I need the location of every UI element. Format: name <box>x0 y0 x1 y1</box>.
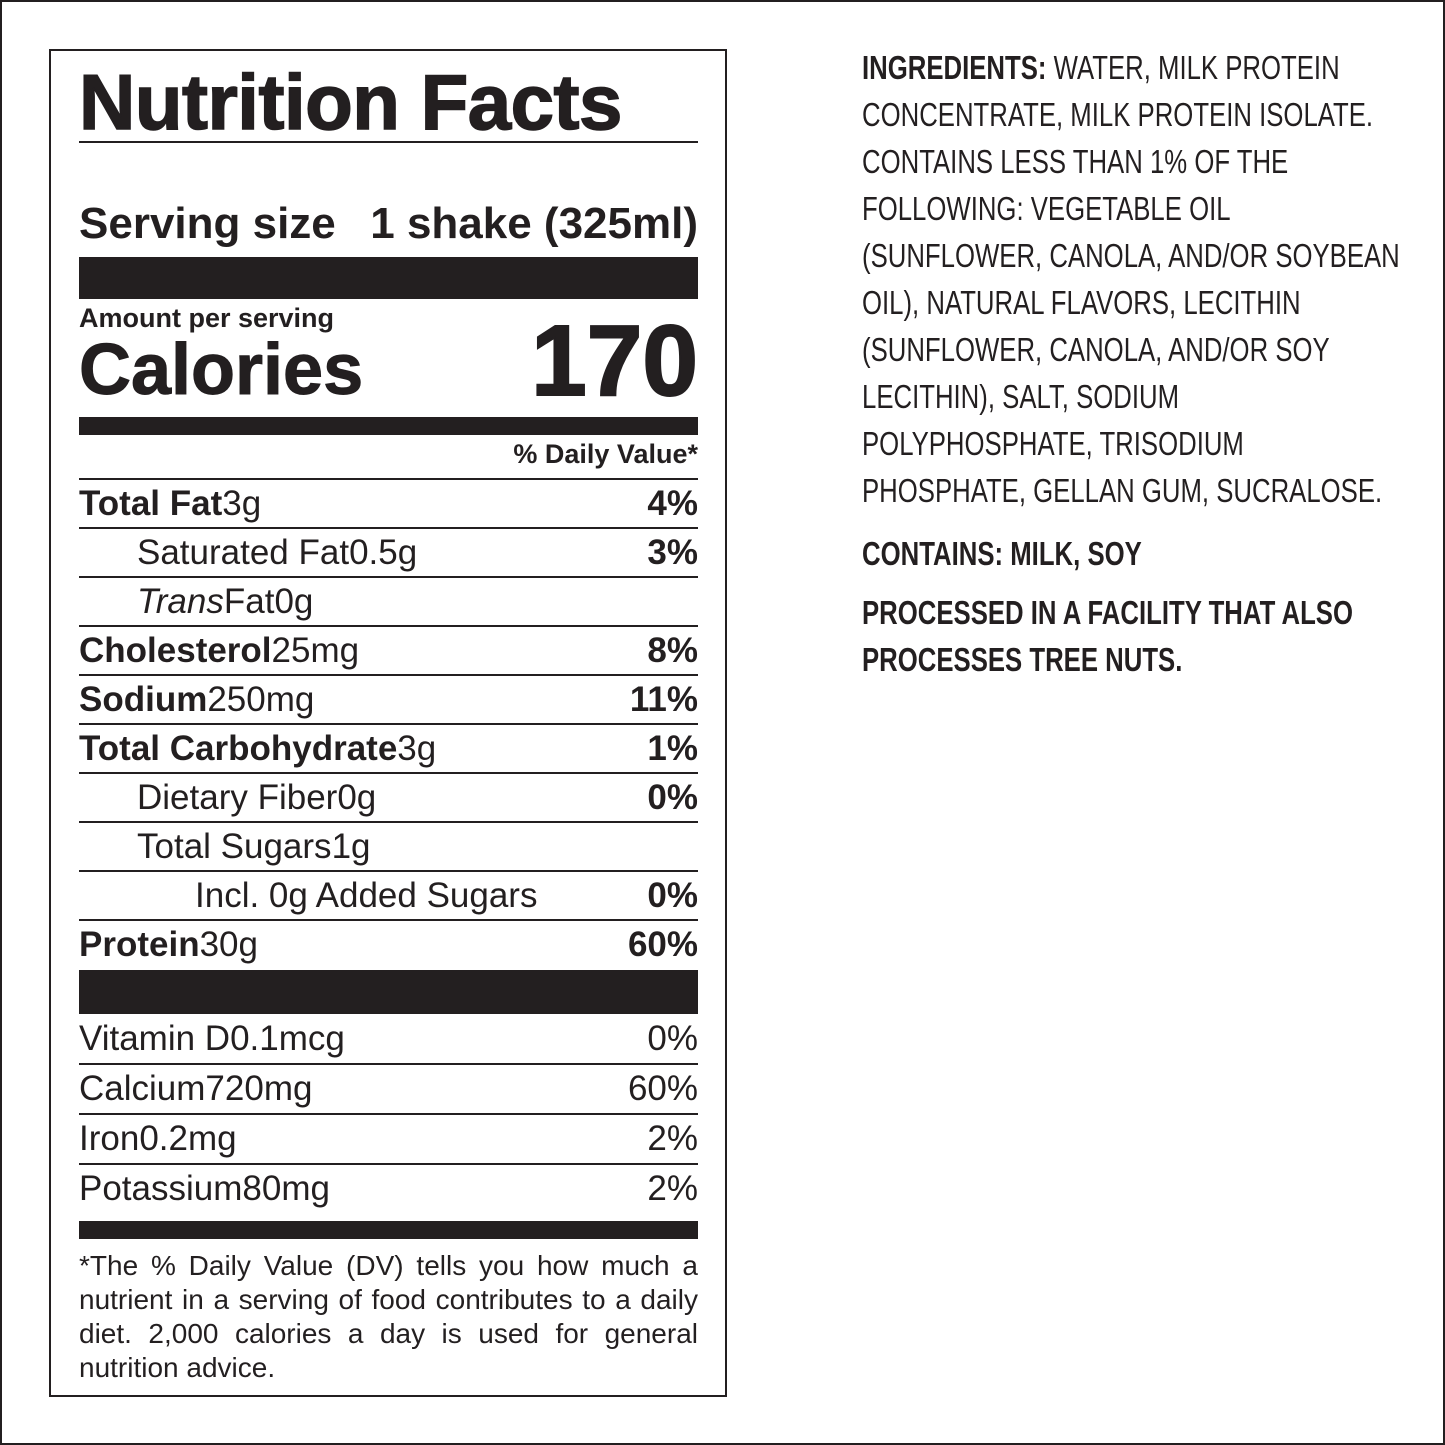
nutrient-amount: 0g <box>337 777 377 817</box>
daily-value: 0% <box>647 1019 698 1058</box>
nutrient-name: Cholesterol <box>79 630 272 670</box>
nutrient-amount: 1g <box>331 826 371 866</box>
nutrient-rows: Total Fat 3g 4% Saturated Fat 0.5g 3% Trans … <box>79 478 698 968</box>
daily-value: 60% <box>627 1069 698 1108</box>
nutrient-name: Vitamin D <box>79 1019 231 1058</box>
nutrient-row: Total Carbohydrate 3g 1% <box>79 723 698 772</box>
nutrient-name: Protein <box>79 924 200 964</box>
nutrient-name: Total Sugars <box>137 826 332 866</box>
nutrient-amount: 80mg <box>242 1169 330 1208</box>
calories-label: Calories <box>78 330 364 411</box>
ingredients: INGREDIENTS: WATER, MILK PROTEIN CONCENT… <box>862 44 1400 514</box>
daily-value: 60% <box>627 924 698 964</box>
ingredients-label: INGREDIENTS: <box>862 49 1047 86</box>
nutrient-row: Dietary Fiber 0g 0% <box>79 772 698 821</box>
nutrient-name: Total Fat <box>79 483 223 523</box>
nutrient-row: Trans Fat 0g <box>79 576 698 625</box>
daily-value-header: % Daily Value* <box>513 439 698 469</box>
thick-bar <box>79 257 698 299</box>
daily-value: 2% <box>647 1169 698 1208</box>
nutrient-name: Fat <box>223 581 275 621</box>
facility-statement: PROCESSED IN A FACILITY THAT ALSO PROCES… <box>862 594 1353 678</box>
nutrient-name: Iron <box>79 1119 140 1158</box>
nutrient-name: Calcium <box>79 1069 206 1108</box>
nutrient-row: Total Sugars 1g <box>79 821 698 870</box>
allergen-contains: CONTAINS: MILK, SOY <box>862 535 1142 572</box>
nutrient-name: Saturated Fat <box>137 532 350 572</box>
daily-value: 2% <box>647 1119 698 1158</box>
nutrient-amount: 0.2mg <box>139 1119 237 1158</box>
daily-value: 4% <box>647 483 698 523</box>
serving-size-value: 1 shake (325ml) <box>370 199 698 248</box>
nutrient-name: Potassium <box>79 1169 243 1208</box>
daily-value: 3% <box>647 532 698 572</box>
nutrient-name: Incl. 0g Added Sugars <box>195 875 538 915</box>
calories: Calories 170 <box>78 305 699 417</box>
medium-bar <box>79 1221 698 1239</box>
nutrient-amount: 30g <box>199 924 258 964</box>
nutrient-amount: 25mg <box>271 630 360 670</box>
nutrient-amount: 250mg <box>207 679 315 719</box>
label-title: Nutrition Facts <box>78 57 623 147</box>
nutrient-amount: 3g <box>397 728 437 768</box>
ingredients-panel: INGREDIENTS: WATER, MILK PROTEIN CONCENT… <box>862 44 1400 695</box>
daily-value: 1% <box>647 728 698 768</box>
nutrient-row: Total Fat 3g 4% <box>79 478 698 527</box>
nutrient-name: Sodium <box>79 679 208 719</box>
nutrient-amount: 0.1mcg <box>230 1019 345 1058</box>
daily-value: 0% <box>647 875 698 915</box>
nutrient-name: Total Carbohydrate <box>79 728 398 768</box>
nutrient-row: Potassium 80mg 2% <box>79 1163 698 1213</box>
nutrient-row: Sodium 250mg 11% <box>79 674 698 723</box>
nutrient-name-italic: Trans <box>137 581 224 621</box>
nutrient-row: Cholesterol 25mg 8% <box>79 625 698 674</box>
nutrient-amount: 0g <box>274 581 314 621</box>
nutrient-row: Protein 30g 60% <box>79 919 698 968</box>
vitamin-rows: Vitamin D 0.1mcg 0% Calcium 720mg 60% Iron 0… <box>79 1015 698 1213</box>
nutrient-amount: 3g <box>222 483 262 523</box>
daily-value: 8% <box>647 630 698 670</box>
nutrient-row: Calcium 720mg 60% <box>79 1063 698 1113</box>
thick-bar <box>79 970 698 1014</box>
divider <box>79 141 698 143</box>
nutrition-label: Nutrition Facts Serving size 1 shake (32… <box>49 49 727 1397</box>
nutrient-row: Saturated Fat 0.5g 3% <box>79 527 698 576</box>
nutrient-row: Iron 0.2mg 2% <box>79 1113 698 1163</box>
serving-size-label: Serving size <box>79 199 336 248</box>
serving-size: Serving size 1 shake (325ml) <box>79 199 698 249</box>
amount-per-serving: Amount per serving <box>79 303 335 333</box>
medium-bar <box>79 417 698 435</box>
daily-value: 11% <box>629 679 698 719</box>
nutrient-amount: 720mg <box>205 1069 313 1108</box>
nutrient-row: Vitamin D 0.1mcg 0% <box>79 1015 698 1063</box>
footnote: *The % Daily Value (DV) tells you how mu… <box>79 1250 698 1383</box>
daily-value: 0% <box>647 777 698 817</box>
calories-value: 170 <box>530 305 699 417</box>
ingredients-text: WATER, MILK PROTEIN CONCENTRATE, MILK PR… <box>862 49 1400 509</box>
nutrient-name: Dietary Fiber <box>137 777 338 817</box>
nutrient-row: Incl. 0g Added Sugars 0% <box>79 870 698 919</box>
nutrient-amount: 0.5g <box>349 532 418 572</box>
